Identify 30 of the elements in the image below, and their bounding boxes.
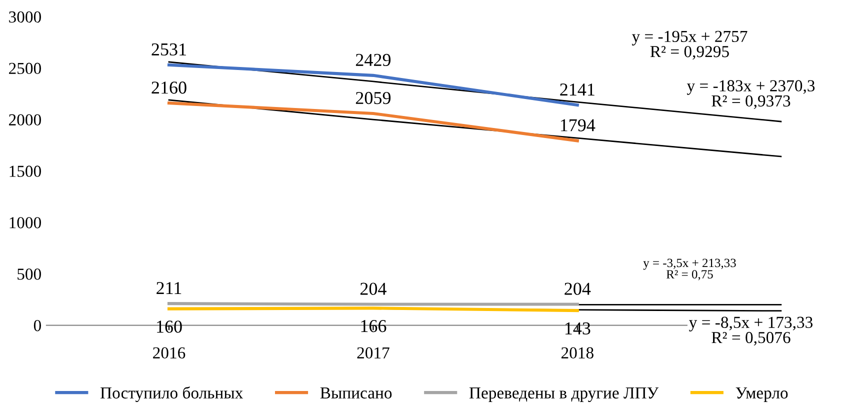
data-label: 204 [564,282,591,295]
data-label: 2160 [152,82,186,94]
x-tick-label: 2016 [153,347,186,359]
legend-label: Переведены в другие ЛПУ [469,387,659,402]
annotation: y = -195x + 2757 R² = 0,9295 [632,30,748,60]
data-label: 2531 [152,43,186,56]
data-label: 2141 [560,84,594,96]
data-label: 2059 [356,92,391,104]
legend-label: Поступило больных [100,386,243,402]
data-label: 204 [360,282,386,295]
y-tick-label: 2000 [9,114,41,126]
y-tick-label: 0 [34,320,41,332]
annotation: y = -3,5x + 213,33 R² = 0,75 [643,258,736,280]
y-tick-label: 3000 [9,11,41,23]
data-label: 211 [156,282,182,294]
legend-label: Выписано [320,387,392,399]
legend-label: Умерло [736,387,788,402]
data-label: 1794 [560,119,596,132]
annotation: y = -183x + 2370,3 R² = 0,9373 [686,80,815,109]
annotation: y = -8,5x + 173,33 R² = 0,5076 [689,316,813,346]
data-label: 143 [565,322,590,335]
data-label: 2429 [356,54,391,66]
x-tick-label: 2017 [357,347,390,359]
y-tick-label: 1500 [10,166,41,177]
y-tick-label: 1000 [10,217,41,228]
data-label: 160 [157,320,182,333]
y-tick-label: 2500 [9,62,41,74]
y-tick-label: 500 [18,268,41,280]
x-tick-label: 2018 [561,347,594,359]
data-label: 166 [361,320,386,332]
